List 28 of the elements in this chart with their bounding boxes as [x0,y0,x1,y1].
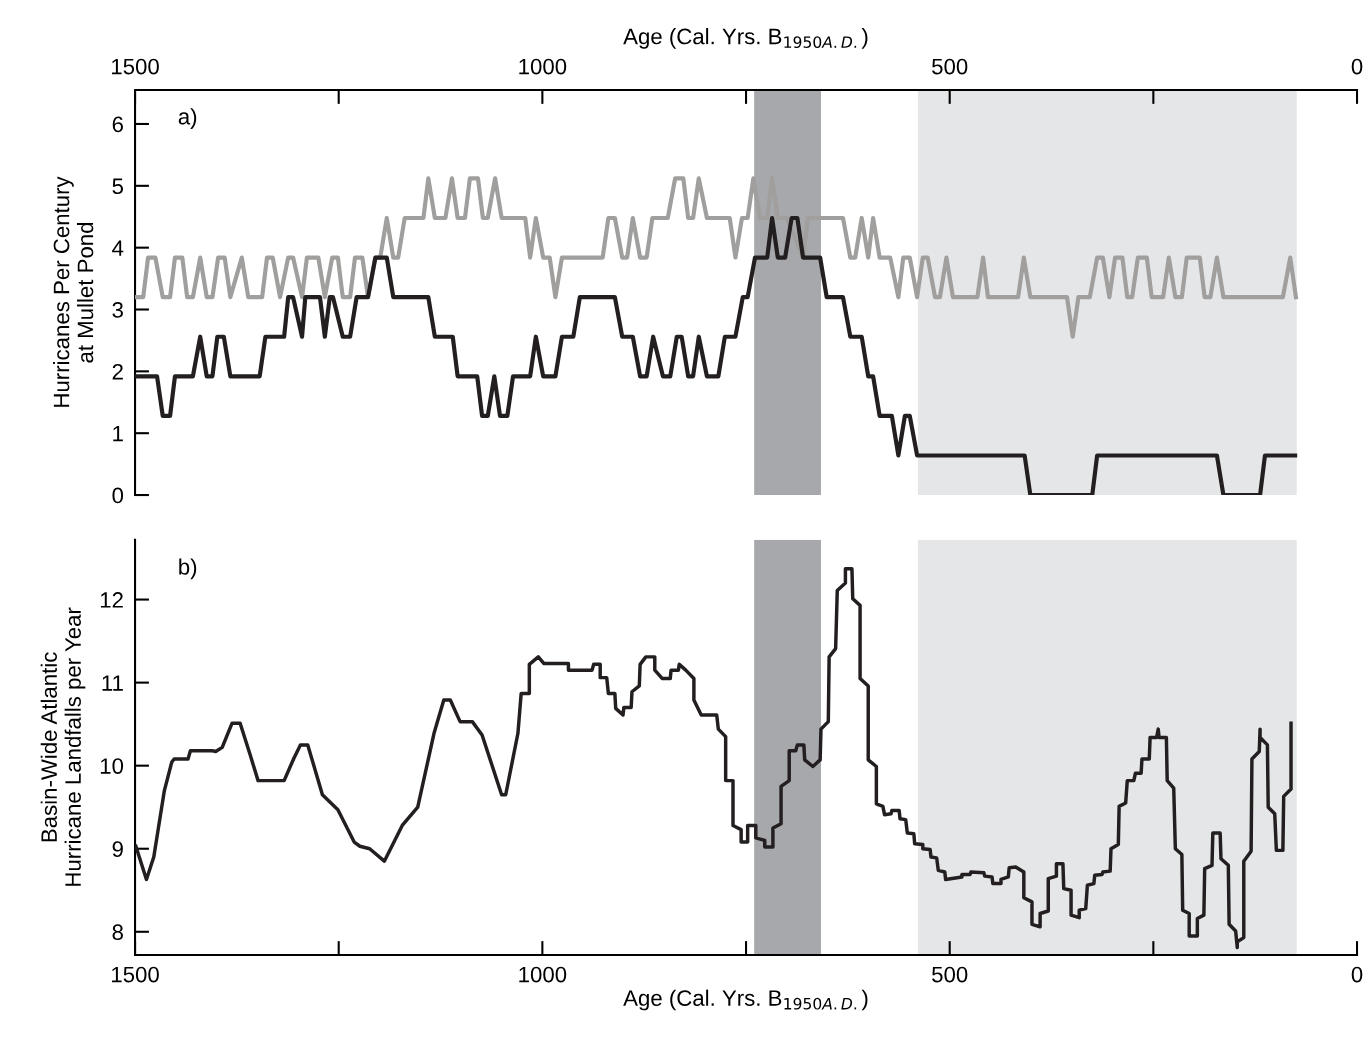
annotation: b) [179,558,197,580]
y-tick-label: 5 [112,178,123,195]
y-tick-label: 9 [112,841,123,857]
x-tick-label: 1000 [519,966,567,983]
x-tick-label: 1500 [112,966,159,983]
y-tick-label: 10 [100,758,124,774]
y-tick-label: 1 [113,425,123,442]
x-tick-label: 0 [1351,58,1363,75]
y-tick-label: 0 [112,487,124,504]
x-tick-label: 500 [932,58,968,75]
y-axis-title: Basin-Wide Atlantic Hurricane Landfalls per Year [40,607,86,886]
y-tick-label: 3 [112,302,123,318]
x-tick-label: 1000 [519,58,567,75]
x-axis-title: Age (Cal. Yrs. B$_{1950A.D.}$) [623,989,868,1011]
x-axis-title: Age (Cal. Yrs. B$_{1950A.D.}$) [623,28,868,49]
y-tick-label: 11 [102,675,123,691]
x-tick-label: 0 [1351,966,1363,983]
y-tick-label: 8 [112,924,123,941]
y-tick-label: 2 [112,363,123,380]
annotation: a) [178,108,197,129]
y-axis-title: Hurricanes Per Century at Mullet Pond [53,176,94,407]
y-tick-label: 6 [112,116,123,133]
x-tick-label: 1500 [112,58,159,75]
y-tick-label: 12 [100,592,123,608]
line-series [135,215,1298,496]
x-tick-label: 500 [932,966,968,983]
line-series [135,176,1299,339]
y-tick-label: 4 [112,240,124,256]
